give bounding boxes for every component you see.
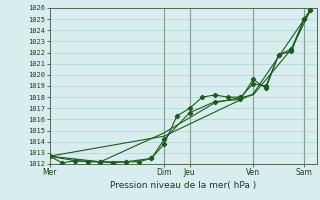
X-axis label: Pression niveau de la mer( hPa ): Pression niveau de la mer( hPa ) — [110, 181, 256, 190]
